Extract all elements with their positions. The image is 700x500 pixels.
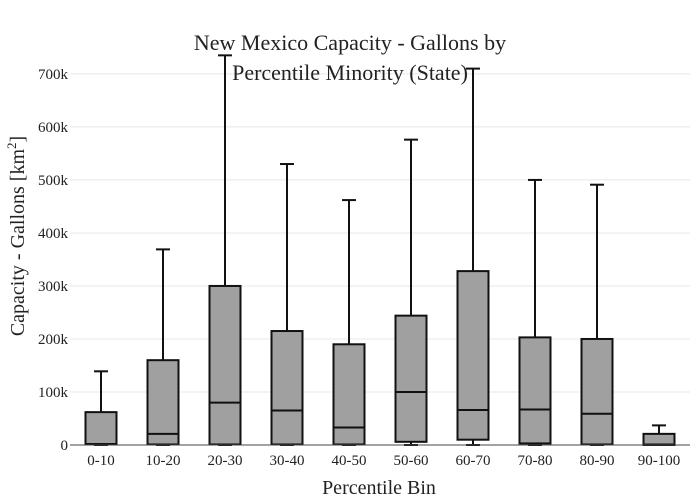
y-tick-label: 600k (38, 120, 69, 136)
y-tick-label: 400k (38, 226, 69, 242)
x-tick-label: 70-80 (518, 453, 553, 469)
y-tick-label: 700k (38, 67, 69, 83)
box-iqr (84, 411, 118, 446)
x-tick-label: 90-100 (638, 453, 681, 469)
y-tick-labels: 0 100k 200k 300k 400k 500k 600k 700k (38, 67, 69, 454)
box-60-70 (456, 67, 490, 446)
box-0-10 (84, 370, 118, 446)
box-iqr (456, 270, 490, 441)
x-tick-label: 0-10 (87, 453, 115, 469)
box-iqr (208, 284, 242, 446)
box-iqr (394, 314, 428, 443)
box-iqr (642, 432, 676, 447)
y-tick-label: 200k (38, 332, 69, 348)
box-50-60 (394, 138, 428, 446)
y-tick-label: 300k (38, 279, 69, 295)
x-tick-labels: 0-10 10-20 20-30 30-40 40-50 50-60 60-70 70-80 8… (87, 453, 680, 469)
box-iqr (580, 337, 614, 446)
box-iqr (518, 336, 552, 445)
x-tick-label: 20-30 (208, 453, 243, 469)
chart-title-line-2: Percentile Minority (State) (232, 60, 468, 85)
x-tick-label: 50-60 (394, 453, 429, 469)
box-iqr (270, 330, 304, 446)
x-tick-label: 10-20 (146, 453, 181, 469)
box-20-30 (208, 54, 242, 446)
x-tick-label: 30-40 (270, 453, 305, 469)
chart-title-line-1: New Mexico Capacity - Gallons by (194, 30, 506, 55)
box-iqr (146, 359, 180, 446)
y-axis-title-close: ] (7, 136, 29, 143)
x-tick-label: 40-50 (332, 453, 367, 469)
box-10-20 (146, 248, 180, 446)
box-70-80 (518, 178, 552, 446)
y-axis-title-superscript: 2 (4, 142, 19, 149)
y-tick-label: 0 (61, 438, 69, 454)
x-tick-label: 60-70 (456, 453, 491, 469)
y-tick-label: 100k (38, 385, 69, 401)
y-tick-label: 500k (38, 173, 69, 189)
y-axis-title-main: Capacity - Gallons [km (7, 149, 29, 337)
x-axis-title: Percentile Bin (322, 477, 436, 499)
box-90-100 (642, 424, 676, 447)
box-80-90 (580, 183, 614, 446)
box-40-50 (332, 199, 366, 446)
box-series (84, 54, 676, 447)
gridlines (70, 73, 690, 393)
box-30-40 (270, 163, 304, 446)
y-axis-title: Capacity - Gallons [km2] (4, 136, 29, 336)
x-tick-label: 80-90 (580, 453, 615, 469)
box-iqr (332, 343, 366, 446)
